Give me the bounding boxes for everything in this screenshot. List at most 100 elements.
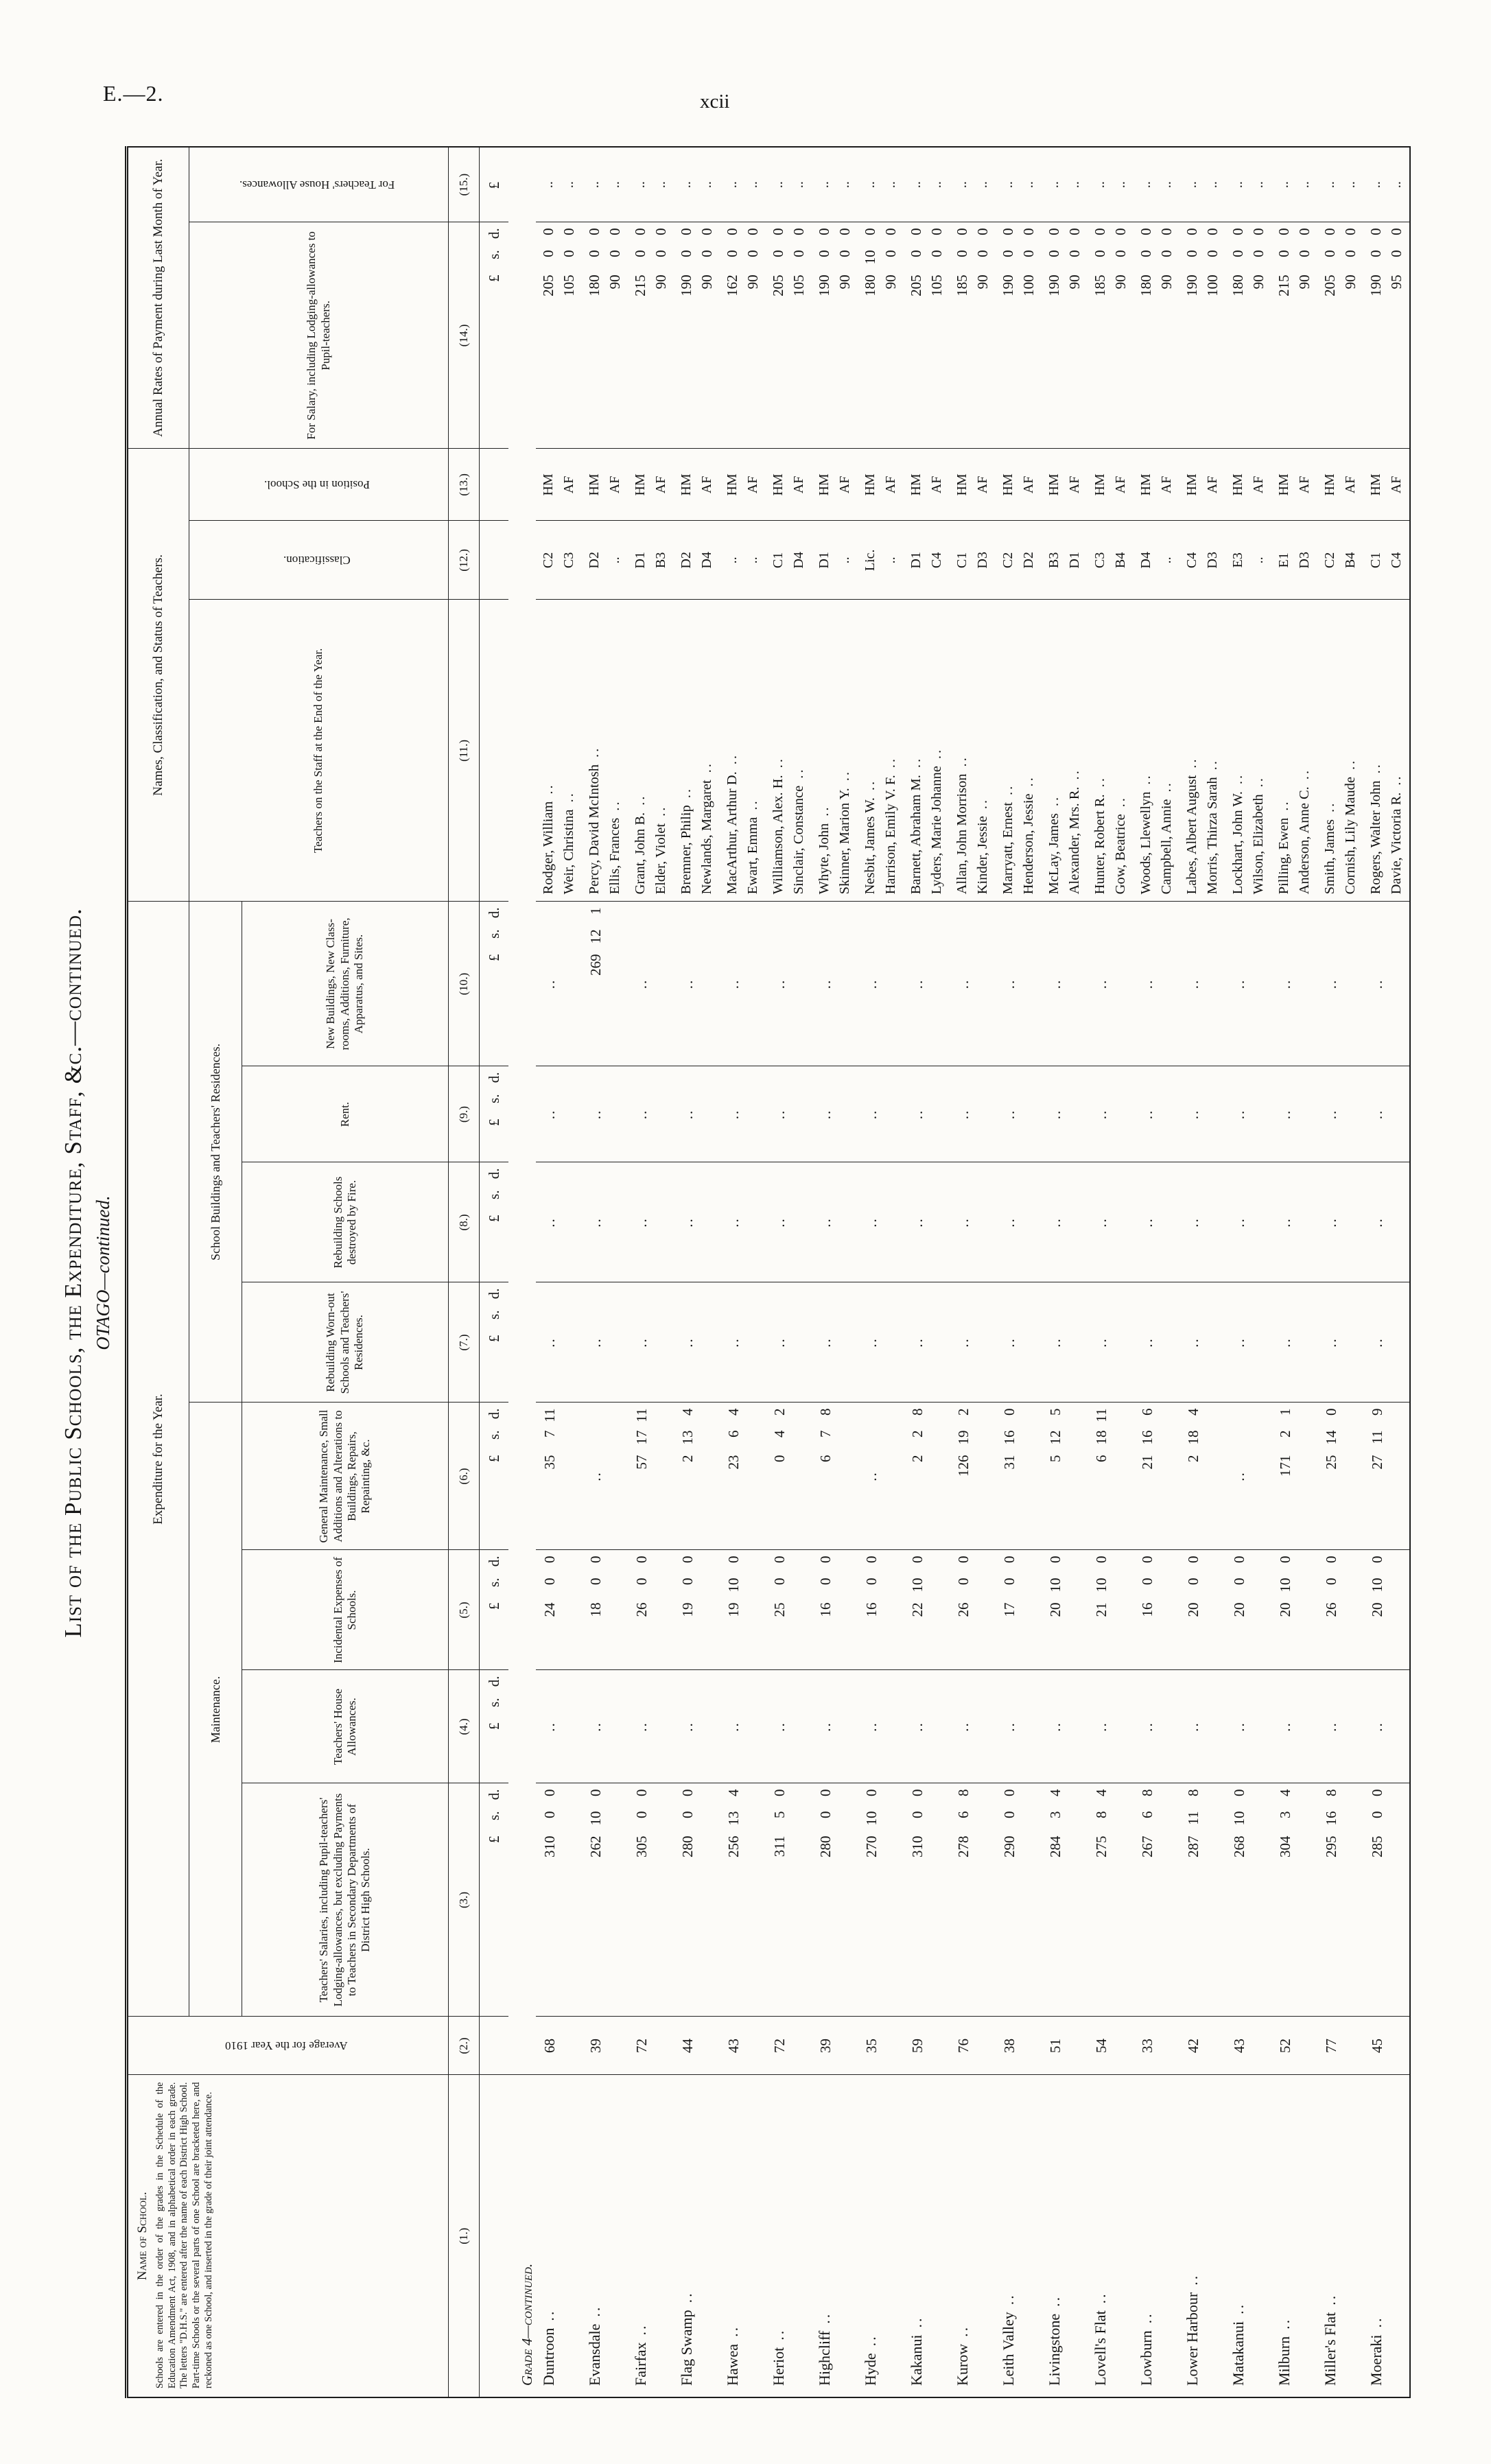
teacher-position: HM [817,473,832,496]
house-rate-cell: .... [1088,146,1134,222]
units-2 [479,2017,508,2075]
house-allowances-cell: .. [1042,1670,1088,1783]
table-row: Flag Swamp.. 44 28000.. 1900 2134........ Bre… [674,146,720,2397]
teacher-classification: D4 [699,552,714,569]
school-name: Heriot.. [770,2328,787,2386]
position-cell: HM AF [1225,448,1271,521]
position-cell: HM AF [858,448,904,521]
group-header-names-status: Names, Classification, and Status of Tea… [126,448,189,902]
teacher-salary-rate: 180100 [862,228,878,296]
table-row: Lowburn.. 33 26768.. 1600 21166........ Woods… [1134,146,1179,2397]
units-7: £s.d. [479,1282,508,1403]
general-maintenance-cell: 126192 [950,1403,996,1550]
group-header-annual-rates: Annual Rates of Payment during Last Mont… [126,146,189,449]
average-attendance-cell: 72 [628,2017,674,2075]
teacher-salary-rate: 9000 [1250,228,1267,290]
average-attendance: 39 [817,2039,834,2053]
rent-cell: .. [628,1066,674,1162]
general-maintenance-cell: 17121 [1271,1403,1317,1550]
house-allowances-cell: .. [950,1670,996,1783]
teacher-name: Smith, James.. [1322,801,1337,895]
table-row: Hawea.. 43 256134.. 19100 2364........ MacArt… [720,146,766,2397]
teacher-name: Pilling, Ewen.. [1276,799,1291,895]
general-maintenance-cell: 228 [904,1403,950,1550]
teacher-position: AF [699,476,714,494]
school-name-cell: Fairfax.. [628,2075,674,2397]
average-attendance: 76 [955,2039,972,2053]
teacher-position: HM [541,473,556,496]
table-row: Kakanui.. 59 31000.. 22100 228........ Barnet… [904,146,950,2397]
salary-rate-cell: 19000 9000 [674,222,720,449]
col-num-13: (13.) [448,448,480,521]
rent-cell: .. [1363,1066,1410,1162]
teachers-salaries-cell: 27868 [950,1783,996,2017]
teacher-position: AF [1113,476,1128,494]
general-maintenance-cell: 27119 [1363,1403,1410,1550]
salary-rate-cell: 21500 9000 [628,222,674,449]
teacher-position: AF [653,476,668,494]
rebuilding-wornout-cell: .. [1042,1282,1088,1403]
house-allowances-cell: .. [904,1670,950,1783]
units-11 [479,599,508,902]
teacher-position: HM [725,473,740,496]
teacher-position: HM [1230,473,1245,496]
rent-cell: .. [720,1066,766,1162]
house-allowances-cell: .. [1317,1670,1363,1783]
house-allowance-rate-label: For Teachers' House Allowances. [239,178,395,191]
new-buildings-cell: .. [628,901,674,1066]
teacher-classification: D1 [633,552,648,569]
col-num-9: (9.) [448,1066,480,1162]
units-6: £s.d. [479,1403,508,1550]
school-name-cell: Livingstone.. [1042,2075,1088,2397]
school-name-cell: Lowburn.. [1134,2075,1179,2397]
rent-cell: .. [1088,1066,1134,1162]
units-5: £s.d. [479,1550,508,1670]
new-buildings-cell: .. [1271,901,1317,1066]
teacher-classification: D4 [1138,552,1153,569]
new-buildings-cell: 269121 [582,901,628,1066]
teacher-name: Alexander, Mrs. R... [1067,768,1082,895]
teacher-position: AF [1205,476,1220,494]
house-rate-cell: .... [1042,146,1088,222]
teacher-name: Ellis, Frances.. [607,799,622,895]
new-buildings-cell: .. [536,901,582,1066]
teachers-salaries-cell: 29000 [996,1783,1042,2017]
table-row: Hyde.. 35 270100.. 1600.......... Nesbit, Ja… [858,146,904,2397]
teacher-house-rate: .. [837,181,852,189]
teacher-name: Newlands, Margaret.. [699,762,714,895]
rebuilding-fire-cell: .. [996,1162,1042,1282]
house-allowances-cell: .. [720,1670,766,1783]
rent-cell: .. [812,1066,858,1162]
salary-rate-cell: 19000 9000 [812,222,858,449]
rent-cell: .. [1134,1066,1179,1162]
school-name: Evansdale.. [586,2305,603,2386]
teacher-salary-rate: 9000 [836,228,853,290]
classification-cell: B3 D1 [1042,520,1088,600]
incidental-expenses-cell: 2600 [1317,1550,1363,1670]
house-rate-cell: .... [1271,146,1317,222]
col-header-average: Average for the Year 1910 [126,2017,449,2075]
classification-cell: Lic... [858,520,904,600]
rebuilding-wornout-cell: .. [628,1282,674,1403]
incidental-expenses-cell: 1700 [996,1550,1042,1670]
general-maintenance-cell: 2134 [674,1403,720,1550]
house-allowances-cell: .. [858,1670,904,1783]
position-cell: HM AF [1363,448,1410,521]
average-attendance-cell: 77 [1317,2017,1363,2075]
average-attendance: 42 [1185,2039,1201,2053]
teacher-position: AF [1251,476,1266,494]
teacher-classification: C2 [1000,552,1015,569]
rebuilding-fire-cell: .. [1363,1162,1410,1282]
teacher-house-rate: .. [633,181,648,189]
rent-cell: .. [766,1066,812,1162]
teachers-cell: Hunter, Robert R... Gow, Beatrice.. [1088,599,1134,902]
school-name: Kurow.. [954,2325,971,2386]
teachers-cell: McLay, James.. Alexander, Mrs. R... [1042,599,1088,902]
average-attendance-cell: 76 [950,2017,996,2075]
teachers-cell: Whyte, John.. Skinner, Marion Y... [812,599,858,902]
rebuilding-fire-cell: .. [628,1162,674,1282]
incidental-expenses-cell: 2600 [950,1550,996,1670]
rent-cell: .. [904,1066,950,1162]
rebuilding-fire-cell: .. [858,1162,904,1282]
teacher-salary-rate: 9000 [1296,228,1313,290]
